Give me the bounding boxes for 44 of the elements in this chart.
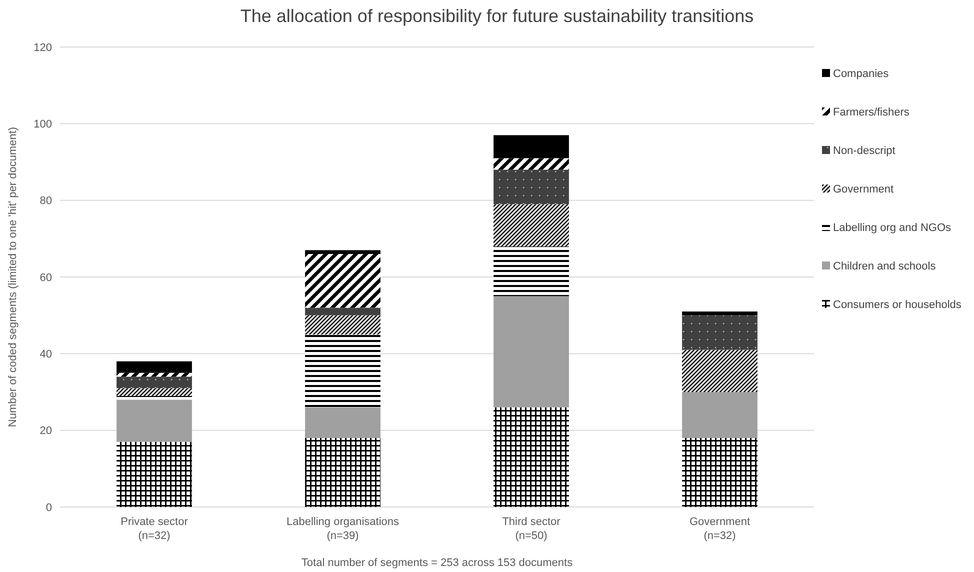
bar — [682, 350, 758, 392]
legend-label: Government — [833, 183, 894, 196]
bar — [494, 158, 569, 170]
legend-label: Consumers or households — [833, 298, 962, 311]
x-axis-title: Total number of segments = 253 across 153 documents — [301, 557, 574, 569]
bar — [305, 254, 380, 308]
y-tick-label: 60 — [40, 272, 52, 284]
bar — [305, 407, 380, 438]
legend-label: Labelling org and NGOs — [833, 222, 952, 234]
y-axis-title: Number of coded segments (limited to one 'hit' per document) — [7, 126, 19, 428]
y-tick-label: 120 — [34, 42, 52, 54]
bar — [494, 407, 569, 507]
x-tick-label: Government (n=32) — [689, 516, 750, 542]
x-tick-label: Third sector (n=50) — [502, 516, 561, 542]
x-tick-label: Private sector (n=32) — [120, 516, 188, 542]
y-tick-label: 100 — [34, 118, 52, 131]
chart-title: The allocation of responsibility for future sustainability transitions — [240, 6, 754, 26]
legend-label: Companies — [833, 68, 890, 80]
bar — [116, 372, 192, 377]
legend-label: Farmers/fishers — [833, 106, 910, 118]
bar — [682, 438, 758, 507]
bar — [116, 361, 192, 373]
bar — [494, 135, 569, 158]
bar — [116, 388, 192, 396]
bar — [494, 296, 569, 408]
y-tick-label: 40 — [40, 348, 52, 361]
y-tick-label: 20 — [40, 425, 52, 438]
bar — [116, 442, 192, 507]
bar — [682, 392, 758, 438]
legend-label: Non-descript — [833, 144, 896, 157]
bar — [682, 315, 758, 350]
bar — [305, 315, 380, 334]
legend-label: Children and schools — [833, 260, 936, 272]
bar — [494, 170, 569, 204]
bar — [305, 438, 380, 507]
bar — [682, 312, 758, 316]
bar — [116, 376, 192, 388]
y-tick-label: 80 — [40, 195, 52, 208]
x-tick-label: Labelling organisations (n=39) — [286, 516, 400, 542]
bar — [305, 250, 380, 254]
bar — [305, 308, 380, 316]
y-tick-label: 0 — [46, 502, 52, 514]
bar — [494, 204, 569, 246]
bar — [116, 400, 192, 442]
